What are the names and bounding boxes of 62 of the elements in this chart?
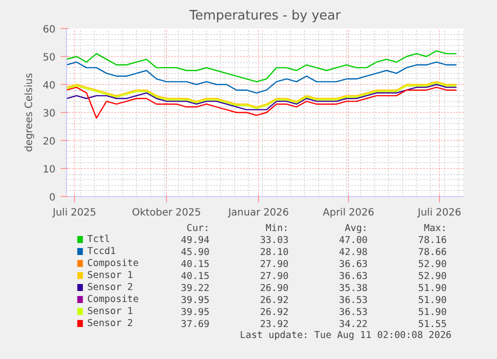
text: 23.92 [260, 319, 289, 330]
text: 51.55 [418, 319, 447, 330]
line-series [66, 62, 458, 94]
legend-label: Composite [87, 294, 140, 305]
y-tick-label: 50 [42, 52, 56, 64]
text: 51.90 [418, 307, 448, 318]
text: 40.15 [180, 271, 210, 282]
line-series [66, 86, 458, 119]
x-tick-label: Juli 2026 [416, 208, 462, 218]
text: 37.69 [180, 319, 210, 330]
text: 45.90 [180, 247, 210, 258]
text: Min: [266, 223, 289, 234]
text: 52.90 [418, 259, 448, 270]
chart-title: Temperatures - by year [188, 8, 342, 24]
y-tick-label: 30 [42, 108, 56, 120]
text: 47.00 [339, 235, 368, 246]
text: 36.53 [339, 295, 368, 306]
y-tick-label: 40 [42, 80, 56, 92]
x-tick-label: Januar 2026 [227, 208, 289, 218]
text: 26.90 [260, 283, 289, 294]
legend-label: Tctl [87, 234, 110, 245]
text: 39.95 [180, 307, 210, 318]
x-tick-label: Oktober 2025 [132, 208, 201, 218]
text: Max: [424, 223, 447, 234]
y-tick-label: 60 [42, 24, 56, 36]
text: 34.22 [339, 319, 368, 330]
text: 49.94 [180, 235, 210, 246]
text: 28.10 [260, 247, 289, 258]
legend-label: Sensor 1 [87, 306, 134, 317]
y-axis-title: degrees Celsius [24, 73, 35, 152]
text: 26.92 [260, 295, 289, 306]
text: 36.63 [339, 259, 368, 270]
text: 39.22 [180, 283, 210, 294]
text: 39.95 [180, 295, 210, 306]
legend-label: Sensor 2 [87, 318, 134, 329]
text: 42.98 [339, 247, 368, 258]
text: 33.03 [260, 235, 289, 246]
text: 35.38 [339, 283, 368, 294]
legend-label: Tccd1 [87, 246, 116, 257]
text: 51.90 [418, 295, 448, 306]
text: 36.53 [339, 307, 368, 318]
text: 52.90 [418, 271, 448, 282]
text: 26.92 [260, 307, 289, 318]
text: Last update: Tue Aug 11 02:00:08 2026 [240, 330, 452, 341]
text: 51.90 [418, 283, 448, 294]
text: 27.90 [260, 271, 289, 282]
text: Avg: [344, 223, 368, 234]
legend-label: Composite [87, 258, 140, 269]
y-tick-label: 20 [42, 136, 56, 148]
y-tick-label: 10 [42, 164, 56, 176]
text: 78.16 [418, 235, 448, 246]
y-tick-label: 0 [49, 192, 56, 204]
text: 36.63 [339, 271, 368, 282]
text: 40.15 [180, 259, 210, 270]
legend-label: Sensor 1 [87, 270, 134, 281]
text: 27.90 [260, 259, 289, 270]
line-series [66, 50, 458, 82]
legend-label: Sensor 2 [87, 282, 134, 293]
text: 78.66 [418, 247, 448, 258]
x-tick-label: April 2026 [322, 208, 374, 218]
x-tick-label: Juli 2025 [52, 208, 96, 218]
text: Cur: [186, 223, 210, 234]
